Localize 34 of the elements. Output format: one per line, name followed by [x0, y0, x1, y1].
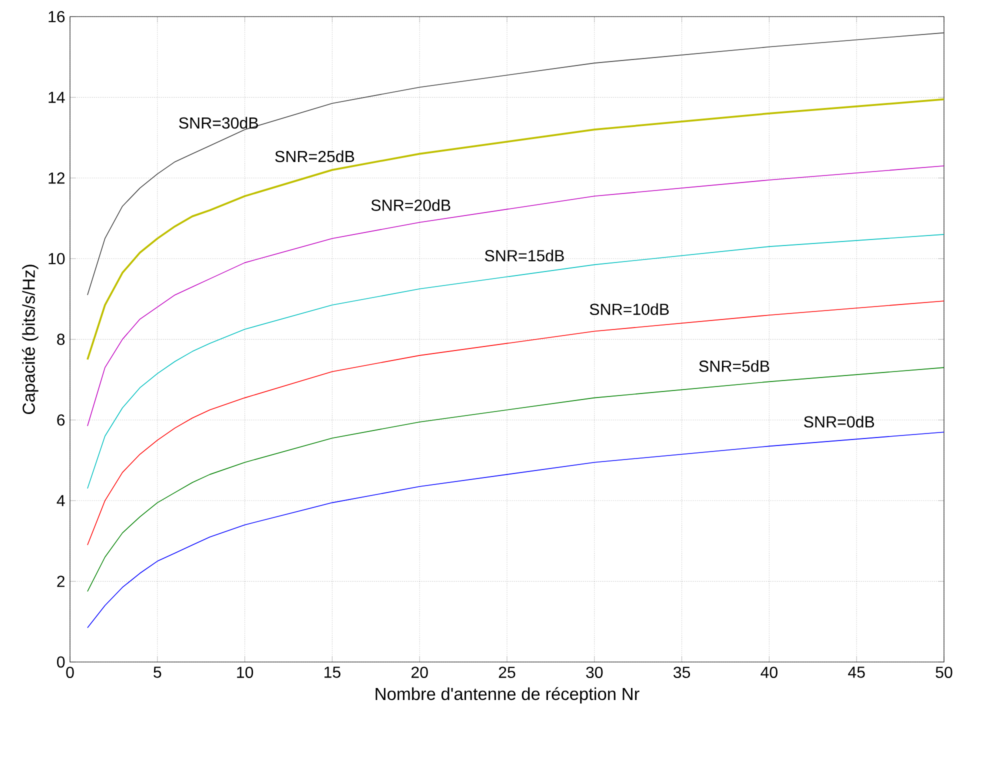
line-series: [87, 432, 944, 628]
series-label: SNR=5dB: [699, 360, 770, 372]
series-label: SNR=0dB: [804, 416, 874, 428]
y-tick-label: 10: [48, 253, 65, 264]
x-tick-label: 40: [760, 666, 778, 678]
y-tick-label: 4: [56, 495, 65, 506]
x-tick-label: 15: [324, 666, 340, 678]
x-axis-title: Nombre d'antenne de réception Nr: [376, 687, 640, 704]
series-label: SNR=20dB: [371, 199, 450, 211]
y-tick-label: 14: [48, 92, 65, 103]
x-tick-label: 10: [237, 666, 254, 678]
y-tick-label: 6: [57, 414, 65, 426]
x-tick-label: 45: [848, 666, 865, 678]
series-label: SNR=15dB: [484, 250, 564, 262]
line-series: [87, 32, 944, 296]
y-tick-label: 8: [57, 334, 65, 345]
y-tick-label: 0: [57, 656, 65, 668]
x-tick-label: 20: [411, 666, 428, 678]
series-label: SNR=25dB: [275, 150, 354, 162]
line-series: [87, 300, 944, 546]
x-tick-label: 0: [66, 666, 74, 678]
x-tick-label: 25: [498, 666, 516, 678]
series-label: SNR=10dB: [590, 303, 669, 316]
x-tick-label: 30: [586, 666, 603, 678]
line-series: [87, 234, 944, 489]
x-tick-label: 35: [674, 666, 690, 678]
line-series: [86, 98, 944, 360]
y-tick-label: 12: [48, 172, 64, 184]
x-tick-label: 50: [936, 666, 952, 678]
y-tick-label: 2: [57, 576, 64, 587]
y-tick-label: 16: [48, 11, 65, 22]
series-label: SNR=30dB: [179, 116, 258, 129]
y-axis-title: Capacité (bits/s/Hz): [22, 264, 38, 414]
x-tick-label: 5: [154, 666, 162, 678]
